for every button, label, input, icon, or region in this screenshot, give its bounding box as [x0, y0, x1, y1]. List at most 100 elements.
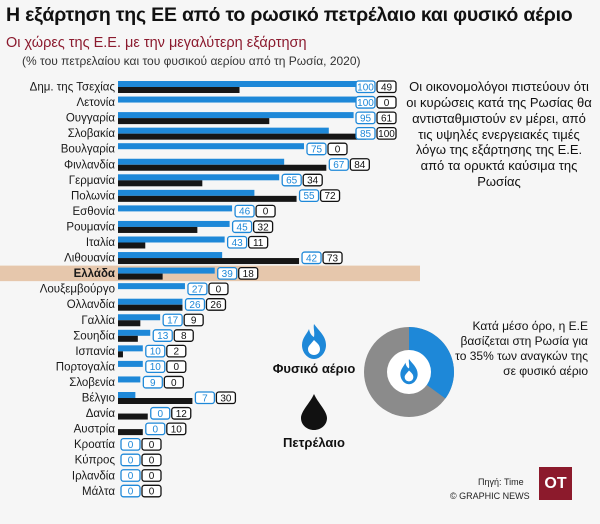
- country-label: Σουηδία: [73, 330, 115, 342]
- country-label: Σλοβενία: [69, 377, 115, 389]
- oil-bar: [118, 164, 327, 171]
- country-label: Εσθονία: [72, 206, 115, 218]
- gas-value-label: 55: [303, 191, 315, 202]
- gas-value-label: 65: [286, 176, 298, 187]
- page-title: Η εξάρτηση της ΕΕ από το ρωσικό πετρέλαι…: [6, 4, 573, 26]
- country-label: Πολωνία: [71, 190, 115, 202]
- legend-oil-label: Πετρέλαιο: [283, 435, 345, 450]
- gas-value-label: 67: [333, 160, 345, 171]
- oil-value-label: 0: [171, 378, 177, 389]
- oil-bar: [118, 304, 183, 311]
- oil-value-label: 18: [243, 269, 255, 280]
- oil-value-box: [376, 127, 397, 140]
- oil-bar: [118, 180, 203, 187]
- oil-value-label: 12: [176, 409, 188, 420]
- oil-value-label: 0: [149, 440, 155, 451]
- gas-bar: [118, 236, 225, 243]
- gas-value-box: [120, 469, 141, 482]
- gas-bar: [118, 392, 136, 398]
- gas-value-box: [194, 391, 216, 405]
- gas-bar: [118, 267, 215, 274]
- gas-bar: [118, 174, 280, 181]
- gas-bar: [118, 252, 223, 259]
- oil-value-label: 0: [149, 487, 155, 498]
- oil-value-label: 11: [253, 238, 264, 249]
- oil-value-box: [252, 220, 274, 234]
- gas-value-box: [120, 437, 141, 451]
- oil-value-box: [141, 484, 162, 498]
- gas-value-box: [355, 127, 376, 140]
- donut-russia-slice: [409, 327, 454, 399]
- country-label: Αυστρία: [74, 424, 116, 436]
- gas-value-label: 27: [192, 284, 204, 295]
- gas-bar: [118, 329, 151, 336]
- oil-value-box: [247, 235, 269, 249]
- oil-value-label: 100: [378, 129, 395, 140]
- oil-value-label: 73: [327, 253, 339, 264]
- gas-bar: [118, 314, 161, 321]
- oil-value-label: 61: [381, 113, 393, 124]
- gas-bar: [118, 112, 354, 119]
- gas-value-box: [306, 142, 327, 156]
- country-label: Ρουμανία: [66, 221, 115, 233]
- oil-value-label: 0: [149, 471, 155, 482]
- oil-value-box: [141, 469, 162, 482]
- oil-value-box: [141, 437, 162, 451]
- gas-value-box: [145, 422, 166, 436]
- legend-gas-label: Φυσικό αέριο: [272, 361, 356, 376]
- oil-value-box: [302, 173, 323, 187]
- oil-value-box: [141, 453, 162, 467]
- oil-value-box: [208, 282, 229, 296]
- oil-bar: [118, 195, 297, 202]
- country-label: Δημ. της Τσεχίας: [30, 82, 116, 94]
- gas-value-label: 0: [153, 424, 159, 435]
- oil-value-box: [376, 111, 397, 125]
- country-label: Δανία: [86, 408, 116, 420]
- gas-value-label: 42: [306, 253, 318, 264]
- oil-value-box: [171, 406, 192, 420]
- gas-value-box: [355, 111, 376, 125]
- gas-value-box: [162, 313, 183, 327]
- gas-value-box: [217, 266, 238, 280]
- credit-note: © GRAPHIC NEWS: [450, 491, 530, 501]
- gas-bar: [118, 298, 183, 305]
- oil-value-label: 0: [174, 362, 180, 373]
- gas-value-label: 0: [128, 440, 134, 451]
- oil-value-label: 32: [258, 222, 270, 233]
- oil-bar: [118, 320, 141, 327]
- country-label: Ισπανία: [75, 346, 115, 358]
- gas-value-label: 100: [357, 98, 374, 109]
- oil-value-label: 72: [324, 191, 336, 202]
- gas-value-box: [281, 173, 302, 187]
- gas-value-box: [152, 329, 173, 342]
- gas-value-box: [187, 282, 208, 296]
- country-label: Ουγγαρία: [66, 113, 115, 125]
- country-label: Κύπρος: [75, 455, 116, 467]
- gas-bar: [118, 143, 304, 150]
- gas-value-label: 43: [232, 238, 244, 249]
- oil-value-box: [319, 189, 341, 203]
- country-label: Γαλλία: [81, 315, 115, 327]
- oil-bar: [118, 118, 270, 125]
- donut-caption: Κατά μέσο όρο, η Ε.Ε βασίζεται στη Ρωσία…: [455, 319, 588, 378]
- gas-value-label: 75: [311, 145, 323, 156]
- gas-flame-icon: [302, 324, 326, 359]
- gas-bar: [118, 205, 233, 212]
- gas-value-label: 45: [237, 222, 249, 233]
- oil-bar: [118, 133, 366, 140]
- oil-value-label: 26: [210, 300, 222, 311]
- gas-value-label: 39: [222, 269, 234, 280]
- country-label: Ολλανδία: [67, 299, 116, 311]
- country-label: Λιθουανία: [64, 253, 115, 265]
- gas-value-label: 100: [357, 82, 374, 93]
- gas-bar: [118, 81, 366, 87]
- gas-value-label: 7: [202, 393, 208, 404]
- gas-bar: [118, 345, 143, 352]
- oil-value-label: 9: [191, 316, 197, 327]
- oil-value-box: [322, 251, 343, 265]
- gas-value-label: 95: [360, 113, 372, 124]
- oil-value-label: 0: [263, 207, 269, 218]
- gas-value-label: 13: [157, 331, 169, 342]
- oil-value-box: [376, 95, 397, 109]
- oil-bar: [118, 398, 193, 404]
